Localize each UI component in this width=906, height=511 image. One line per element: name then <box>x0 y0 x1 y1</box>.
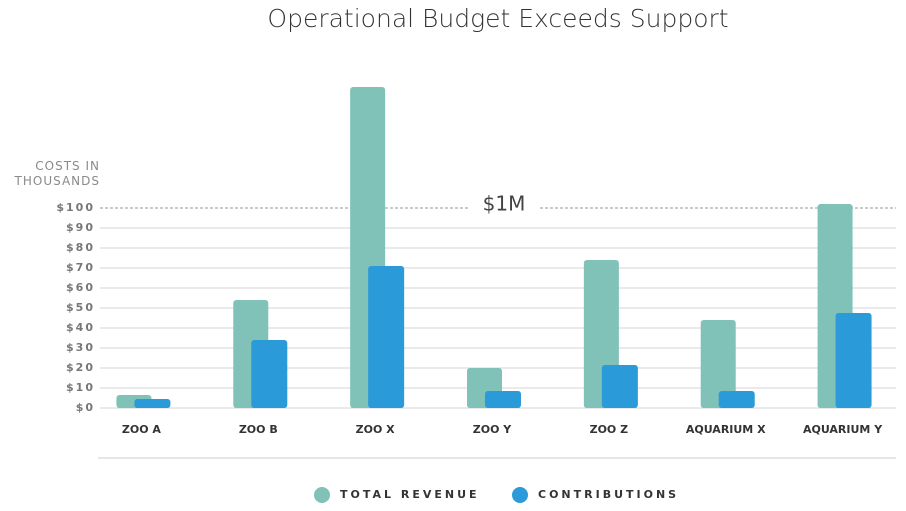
legend-label: TOTAL REVENUE <box>340 488 480 501</box>
y-tick-label: $50 <box>66 301 95 314</box>
legend-swatch <box>512 487 528 503</box>
x-tick-label: AQUARIUM Y <box>803 423 883 436</box>
y-tick-label: $90 <box>66 221 95 234</box>
y-axis-label: COSTS IN THOUSANDS <box>14 159 100 188</box>
bar <box>485 391 521 408</box>
annotation: $1M <box>483 192 526 216</box>
y-tick-label: $70 <box>66 261 95 274</box>
y-tick-label: $10 <box>66 381 95 394</box>
bar <box>368 266 405 408</box>
bar <box>134 399 171 408</box>
y-tick-label: $100 <box>56 201 95 214</box>
chart-title: Operational Budget Exceeds Support <box>267 4 728 33</box>
y-tick-label: $0 <box>76 401 95 414</box>
y-tick-label: $80 <box>66 241 95 254</box>
y-tick-label: $20 <box>66 361 95 374</box>
bar <box>700 320 736 408</box>
bar <box>718 391 755 408</box>
bar <box>601 365 638 408</box>
x-tick-label: ZOO Y <box>473 423 513 436</box>
x-tick-label: ZOO B <box>239 423 278 436</box>
legend-swatch <box>314 487 330 503</box>
x-tick-label: ZOO A <box>122 423 162 436</box>
legend-label: CONTRIBUTIONS <box>538 488 679 501</box>
x-tick-label: ZOO X <box>356 423 396 436</box>
x-tick-label: AQUARIUM X <box>686 423 766 436</box>
bar <box>251 340 288 408</box>
x-tick-label: ZOO Z <box>590 423 629 436</box>
y-tick-label: $60 <box>66 281 95 294</box>
y-tick-label: $40 <box>66 321 95 334</box>
annotation-bg <box>470 194 538 222</box>
y-tick-label: $30 <box>66 341 95 354</box>
bar <box>835 313 872 408</box>
